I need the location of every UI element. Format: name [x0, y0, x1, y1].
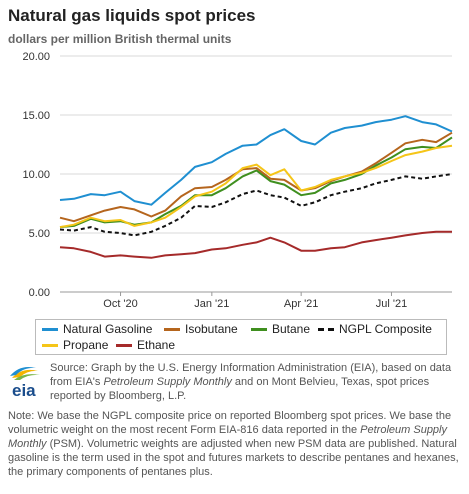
legend-item-ethane: Ethane: [116, 338, 175, 352]
legend-swatch-isobutane: [164, 327, 180, 331]
chart-title: Natural gas liquids spot prices: [8, 6, 256, 25]
x-tick-label-2: Apr '21: [284, 298, 319, 310]
legend-item-isobutane: Isobutane: [164, 322, 238, 336]
x-tick-label-1: Jan '21: [194, 298, 229, 310]
legend-label-ngpl-composite: NGPL Composite: [339, 322, 432, 336]
legend-item-propane: Propane: [42, 338, 108, 352]
line-chart: 0.00 5.00 10.00 15.00 20.00 Oct '20 Jan '21 Apr…: [22, 51, 453, 310]
x-tick-label-0: Oct '20: [103, 298, 138, 310]
legend-swatch-natural-gasoline: [42, 327, 58, 331]
y-tick-label-0: 0.00: [29, 287, 50, 299]
x-tick-label-3: Jul '21: [376, 298, 407, 310]
legend-swatch-propane: [42, 343, 58, 347]
chart-subtitle: dollars per million British thermal unit…: [8, 32, 232, 46]
series-line-propane: [59, 144, 453, 229]
series-line-ngpl-composite: [59, 173, 453, 237]
y-tick-label-1: 5.00: [29, 228, 50, 240]
legend-label-propane: Propane: [63, 338, 109, 352]
note-text: Note: We base the NGPL composite price o…: [8, 410, 459, 478]
logo-wordmark: eia: [12, 381, 36, 399]
legend-item-ngpl-composite: NGPL Composite: [318, 322, 432, 336]
series-line-isobutane: [59, 131, 453, 223]
legend-label-isobutane: Isobutane: [185, 322, 238, 336]
series-line-natural-gasoline: [59, 115, 453, 206]
eia-logo: eia: [10, 367, 40, 399]
logo-swoosh-blue: [10, 367, 36, 376]
chart-legend: Natural Gasoline Isobutane Butane NGPL C…: [35, 319, 447, 355]
y-tick-label-4: 20.00: [22, 51, 50, 63]
legend-label-ethane: Ethane: [137, 338, 176, 352]
legend-swatch-butane: [251, 327, 267, 331]
logo-swoosh-yellow: [12, 369, 38, 378]
legend-label-butane: Butane: [272, 322, 311, 336]
legend-item-natural-gasoline: Natural Gasoline: [42, 322, 152, 336]
y-tick-label-3: 15.00: [22, 110, 50, 122]
y-tick-label-2: 10.00: [22, 169, 50, 181]
source-text: Source: Graph by the U.S. Energy Informa…: [50, 362, 452, 402]
series-line-ethane: [59, 230, 452, 259]
legend-item-butane: Butane: [251, 322, 310, 336]
legend-swatch-ngpl-composite: [318, 327, 334, 331]
logo-swoosh-green: [14, 374, 40, 380]
legend-label-natural-gasoline: Natural Gasoline: [63, 322, 153, 336]
legend-swatch-ethane: [116, 343, 132, 347]
